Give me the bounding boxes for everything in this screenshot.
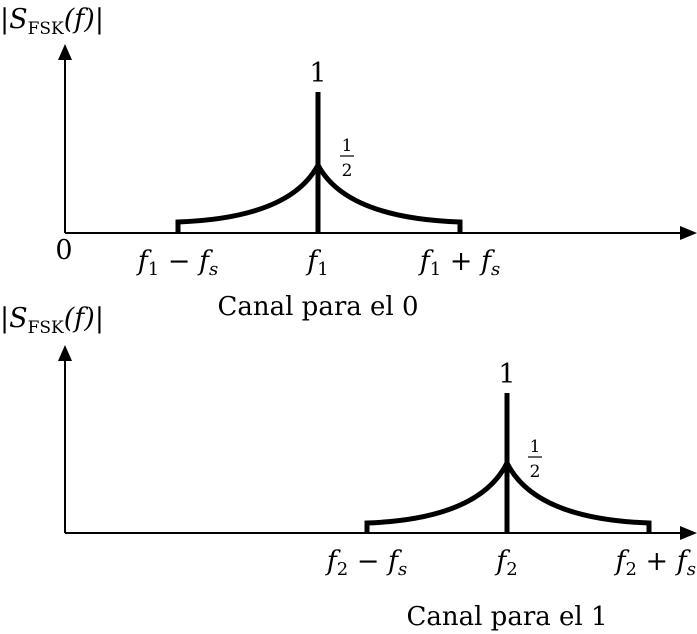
bottom-y-axis-arrowhead bbox=[58, 345, 72, 361]
bottom-tick-label-f2-minus-fs: f2 − fs bbox=[325, 546, 408, 580]
bottom-x-axis-arrowhead bbox=[680, 526, 697, 540]
abs-bar-left: | bbox=[0, 4, 9, 35]
top-tick-label-f1: f1 bbox=[305, 246, 328, 280]
bottom-right-lobe bbox=[504, 461, 652, 533]
top-peak-label: 1 bbox=[309, 58, 326, 89]
top-tick-label-f1-minus-fs: f1 − fs bbox=[136, 246, 219, 280]
top-origin-label: 0 bbox=[55, 235, 72, 266]
bottom-caption: Canal para el 1 bbox=[406, 602, 607, 632]
abs-bar-right: | bbox=[95, 4, 104, 35]
bottom-left-lobe bbox=[364, 461, 510, 533]
abs-bar-left: | bbox=[0, 303, 9, 334]
top-tick-label-f1-plus-fs: f1 + fs bbox=[418, 246, 501, 280]
bottom-tick-label-f2-plus-fs: f2 + fs bbox=[614, 546, 697, 580]
top-half-numerator: 1 bbox=[342, 136, 353, 156]
top-half-denominator: 2 bbox=[342, 161, 353, 181]
top-y-axis-arrowhead bbox=[58, 44, 72, 60]
bottom-tick-label-f2: f2 bbox=[494, 546, 517, 580]
abs-bar-right: | bbox=[95, 303, 104, 334]
bottom-y-axis-label: |SFSK(f)| bbox=[0, 303, 104, 338]
top-x-axis-arrowhead bbox=[680, 226, 697, 240]
top-panel: |SFSK(f)| 1 1 2 0 f1 − fs f1 f1 + fs Can… bbox=[0, 4, 697, 322]
top-y-axis-label: |SFSK(f)| bbox=[0, 4, 104, 39]
top-caption: Canal para el 0 bbox=[217, 292, 418, 322]
bottom-half-numerator: 1 bbox=[530, 437, 541, 457]
bottom-half-denominator: 2 bbox=[530, 462, 541, 482]
top-right-lobe bbox=[315, 163, 463, 233]
bottom-panel: |SFSK(f)| 1 1 2 f2 − fs f2 f2 + fs Canal… bbox=[0, 303, 697, 632]
top-half-fraction: 1 2 bbox=[340, 136, 354, 181]
bottom-peak-label: 1 bbox=[498, 359, 515, 390]
bottom-half-fraction: 1 2 bbox=[528, 437, 542, 482]
top-left-lobe bbox=[175, 163, 321, 233]
